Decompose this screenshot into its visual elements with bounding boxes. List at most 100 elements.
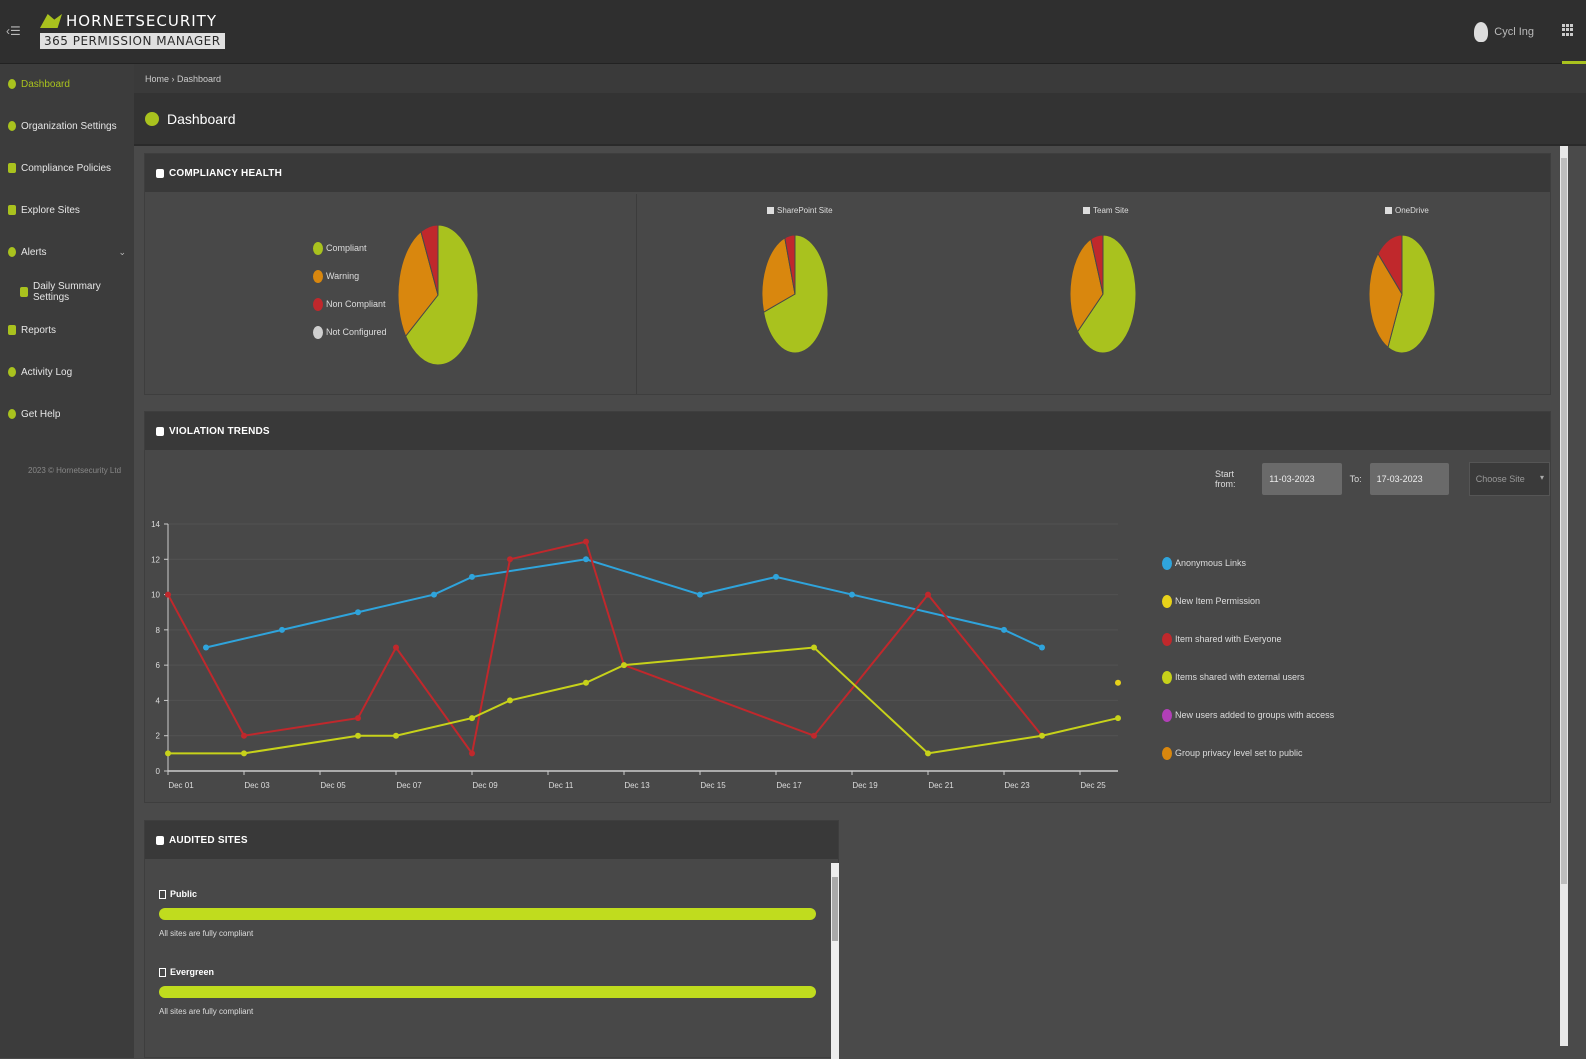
- series-line-anonymous-links[interactable]: [205, 558, 1043, 649]
- pie-slice-compliant[interactable]: [763, 234, 829, 354]
- sidebar-item-reports[interactable]: Reports: [0, 310, 134, 350]
- sharepoint-icon: [767, 207, 774, 214]
- heart-icon: [156, 168, 164, 178]
- data-point-items-shared-with-external-users[interactable]: [469, 715, 475, 722]
- choose-site-select[interactable]: Choose Site: [1468, 462, 1550, 496]
- data-point-anonymous-links[interactable]: [849, 591, 855, 598]
- data-point-items-shared-with-external-users[interactable]: [925, 750, 931, 757]
- data-point-items-shared-with-external-users[interactable]: [811, 644, 817, 651]
- sidebar-item-label: Get Help: [21, 408, 61, 420]
- data-point-items-shared-with-external-users[interactable]: [583, 679, 589, 686]
- end-date-input[interactable]: 17-03-2023: [1369, 463, 1450, 495]
- app-grid-icon[interactable]: [1562, 24, 1574, 36]
- data-point-items-shared-with-external-users[interactable]: [355, 732, 361, 739]
- breadcrumb[interactable]: Home › Dashboard: [134, 64, 1586, 94]
- data-point-item-shared-with-everyone[interactable]: [393, 644, 399, 651]
- pie-slice-non-compliant[interactable]: [784, 234, 796, 295]
- avatar: [1474, 22, 1489, 42]
- pie-slice-warning[interactable]: [761, 237, 796, 314]
- audited-site-item[interactable]: Evergreen All sites are fully compliant: [159, 967, 816, 1016]
- sidebar-item-dashboard[interactable]: Dashboard: [0, 64, 134, 104]
- y-tick-label: 12: [151, 555, 160, 564]
- data-point-anonymous-links[interactable]: [355, 609, 361, 616]
- page-scrollbar-thumb[interactable]: [1561, 158, 1567, 884]
- data-point-item-shared-with-everyone[interactable]: [165, 591, 171, 598]
- legend-item-shared-external[interactable]: Items shared with external users: [1162, 658, 1334, 696]
- start-date-input[interactable]: 11-03-2023: [1262, 463, 1342, 495]
- sidebar-item-organization-settings[interactable]: Organization Settings: [0, 106, 134, 146]
- sidebar-item-compliance-policies[interactable]: Compliance Policies: [0, 148, 134, 188]
- audited-scrollbar[interactable]: [831, 863, 839, 1059]
- sidebar: Dashboard Organization Settings Complian…: [0, 64, 134, 1058]
- audited-scrollbar-thumb[interactable]: [832, 877, 838, 941]
- data-point-item-shared-with-everyone[interactable]: [507, 556, 513, 563]
- data-point-items-shared-with-external-users[interactable]: [241, 750, 247, 757]
- pie-chart-overall[interactable]: [397, 224, 479, 366]
- data-point-anonymous-links[interactable]: [203, 644, 209, 651]
- data-point-items-shared-with-external-users[interactable]: [393, 732, 399, 739]
- pie-slice-non-compliant[interactable]: [1090, 234, 1104, 295]
- series-line-items-shared-with-external-users[interactable]: [168, 646, 1119, 755]
- legend-item-not-configured[interactable]: Not Configured: [313, 318, 387, 346]
- data-point-item-shared-with-everyone[interactable]: [925, 591, 931, 598]
- data-point-anonymous-links[interactable]: [431, 591, 437, 598]
- sidebar-item-activity-log[interactable]: Activity Log: [0, 352, 134, 392]
- data-point-items-shared-with-external-users[interactable]: [165, 750, 171, 757]
- series-line-item-shared-with-everyone[interactable]: [167, 540, 1043, 756]
- sidebar-item-get-help[interactable]: Get Help: [0, 394, 134, 434]
- legend-item-compliant[interactable]: Compliant: [313, 234, 387, 262]
- legend-item-warning[interactable]: Warning: [313, 262, 387, 290]
- pie-slice-warning[interactable]: [1368, 252, 1403, 349]
- data-point-anonymous-links[interactable]: [773, 573, 779, 580]
- legend-label: Group privacy level set to public: [1175, 748, 1303, 758]
- data-point-items-shared-with-external-users[interactable]: [1115, 715, 1121, 722]
- data-point-anonymous-links[interactable]: [1039, 644, 1045, 651]
- data-point-items-shared-with-external-users[interactable]: [621, 662, 627, 669]
- app-logo[interactable]: HORNETSECURITY 365 PERMISSION MANAGER: [40, 12, 225, 50]
- sidebar-item-alerts[interactable]: Alerts ⌄: [0, 232, 134, 272]
- sidebar-item-daily-summary-settings[interactable]: Daily Summary Settings: [0, 272, 134, 312]
- data-point-items-shared-with-external-users[interactable]: [507, 697, 513, 704]
- pie-slice-compliant[interactable]: [1077, 234, 1137, 354]
- data-point-items-shared-with-external-users[interactable]: [1039, 732, 1045, 739]
- sidebar-item-explore-sites[interactable]: Explore Sites: [0, 190, 134, 230]
- data-point-new-item-permission[interactable]: [1115, 679, 1121, 686]
- legend-item-shared-with-everyone[interactable]: Item shared with Everyone: [1162, 620, 1334, 658]
- data-point-anonymous-links[interactable]: [1001, 626, 1007, 633]
- legend-swatch: [313, 241, 323, 255]
- pie-slice-warning[interactable]: [1069, 238, 1104, 333]
- violation-trends-chart[interactable]: 0 2 4 6 8 10 12 14 Dec 01 Dec 03 Dec 05 Dec 07 Dec 0…: [144, 510, 1134, 800]
- pie-slice-non-compliant[interactable]: [1377, 234, 1403, 296]
- user-menu[interactable]: Cycl Ing: [1474, 22, 1534, 42]
- page-title: Dashboard: [167, 111, 236, 127]
- pie-slice-non-compliant[interactable]: [420, 224, 439, 296]
- data-point-anonymous-links[interactable]: [697, 591, 703, 598]
- help-icon: [8, 409, 16, 419]
- pie-chart-sharepoint[interactable]: [761, 234, 829, 354]
- pie-title: Team Site: [1093, 206, 1129, 215]
- top-bar: ‹☰ HORNETSECURITY 365 PERMISSION MANAGER…: [0, 0, 1586, 64]
- data-point-item-shared-with-everyone[interactable]: [241, 732, 247, 739]
- pie-chart-onedrive[interactable]: [1368, 234, 1436, 354]
- data-point-item-shared-with-everyone[interactable]: [583, 538, 589, 545]
- legend-item-new-item-permission[interactable]: New Item Permission: [1162, 582, 1334, 620]
- pie-slice-compliant[interactable]: [1387, 234, 1436, 354]
- legend-label: New Item Permission: [1175, 596, 1261, 606]
- pie-chart-team-site[interactable]: [1069, 234, 1137, 354]
- data-point-item-shared-with-everyone[interactable]: [469, 750, 475, 757]
- x-tick-label: Dec 09: [472, 781, 498, 790]
- legend-item-non-compliant[interactable]: Non Compliant: [313, 290, 387, 318]
- data-point-anonymous-links[interactable]: [279, 626, 285, 633]
- pie-slice-compliant[interactable]: [405, 224, 479, 366]
- sidebar-item-label: Organization Settings: [21, 120, 117, 132]
- data-point-item-shared-with-everyone[interactable]: [355, 715, 361, 722]
- audited-site-item[interactable]: Public All sites are fully compliant: [159, 889, 816, 938]
- menu-toggle-icon[interactable]: ‹☰: [6, 24, 21, 38]
- legend-item-anonymous-links[interactable]: Anonymous Links: [1162, 544, 1334, 582]
- legend-item-new-users-groups[interactable]: New users added to groups with access: [1162, 696, 1334, 734]
- data-point-item-shared-with-everyone[interactable]: [811, 732, 817, 739]
- legend-item-group-privacy[interactable]: Group privacy level set to public: [1162, 734, 1334, 772]
- pie-slice-warning[interactable]: [397, 230, 439, 338]
- data-point-anonymous-links[interactable]: [469, 573, 475, 580]
- data-point-anonymous-links[interactable]: [583, 556, 589, 563]
